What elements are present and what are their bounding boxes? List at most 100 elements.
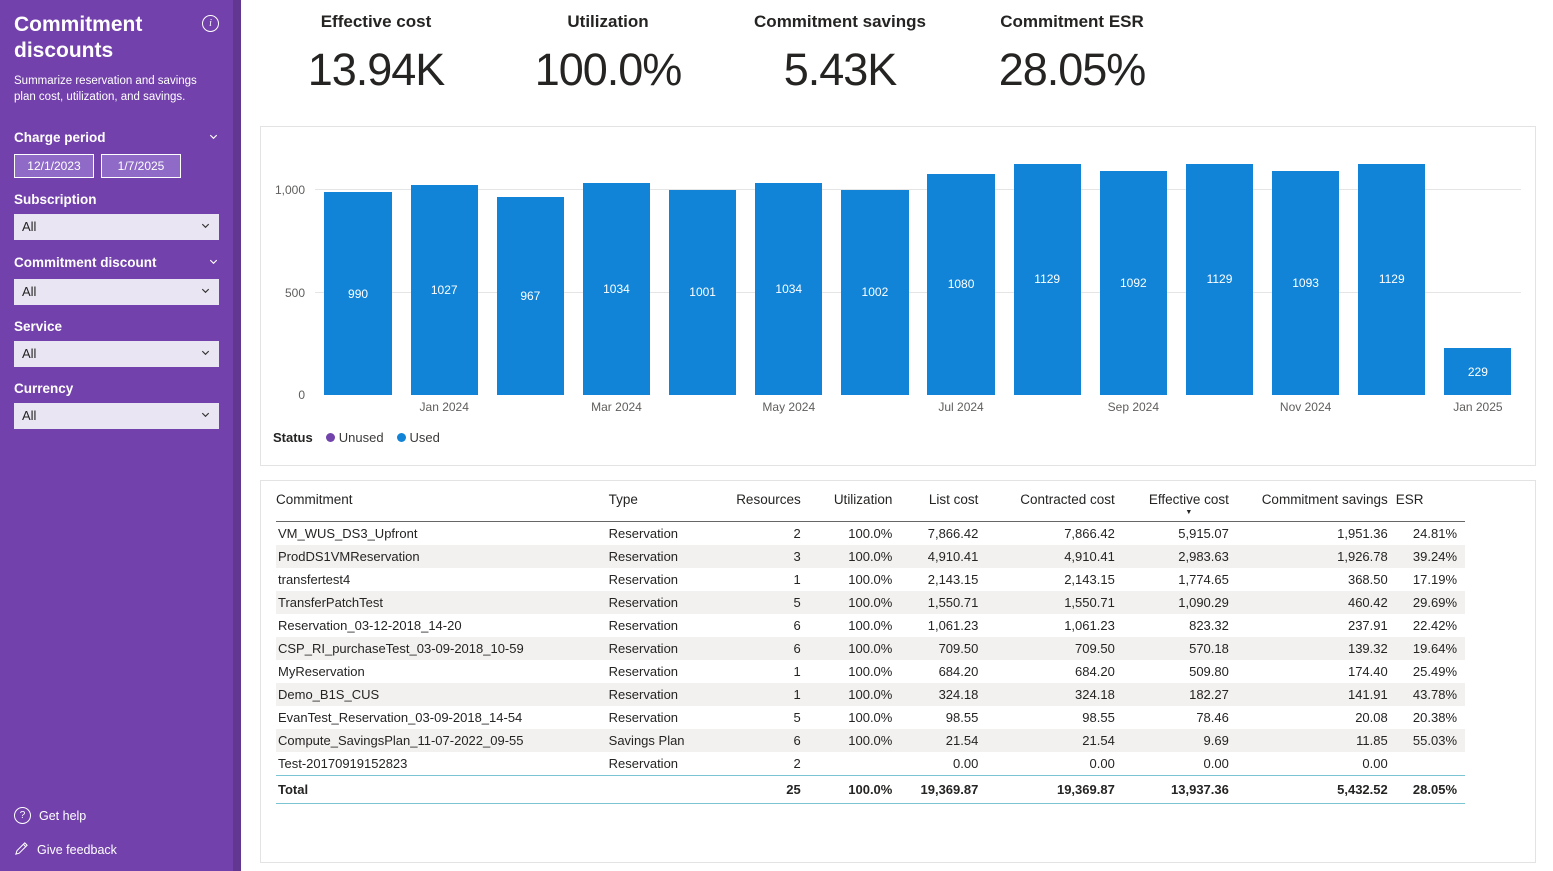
table-row[interactable]: VM_WUS_DS3_Upfront Reservation 2 100.0% 7,86… (276, 522, 1465, 546)
table-row[interactable]: transfertest4 Reservation 1 100.0% 2,143.15 2… (276, 568, 1465, 591)
cell-contracted-cost: 2,143.15 (1064, 572, 1115, 587)
collapse-chevron-icon[interactable] (208, 129, 219, 147)
column-header-commitment[interactable]: Commitment (276, 485, 609, 522)
cell-effective-cost: 182.27 (1189, 687, 1229, 702)
column-header-effective-cost[interactable]: Effective cost ▼ (1122, 485, 1237, 522)
cell-commitment-savings: 11.85 (1356, 733, 1388, 748)
bar-dec-2024[interactable]: 1129 (1358, 163, 1426, 395)
bar-jan-2024[interactable]: 1027 (410, 184, 478, 395)
cell-commitment: Demo_B1S_CUS (278, 687, 380, 702)
bar-slot: 1027 (401, 143, 487, 395)
cell-esr: 25.49% (1412, 664, 1457, 679)
kpi-label: Utilization (567, 12, 649, 31)
bar-jul-2024[interactable]: 1080 (927, 173, 995, 395)
table-row[interactable]: Demo_B1S_CUS Reservation 1 100.0% 324.18 324.… (276, 683, 1465, 706)
cell-utilization: 100.0% (848, 549, 893, 564)
x-axis-label: Nov 2024 (1279, 400, 1332, 414)
column-header-commitment-savings[interactable]: Commitment savings (1236, 485, 1396, 522)
column-header-utilization[interactable]: Utilization (808, 485, 901, 522)
column-header-list-cost[interactable]: List cost (900, 485, 987, 522)
table-row[interactable]: TransferPatchTest Reservation 5 100.0% 1,550… (276, 591, 1465, 614)
commitment-discount-dropdown[interactable]: All (14, 278, 219, 305)
cell-list-cost: 7,866.42 (927, 526, 979, 541)
cell-list-cost: 1,550.71 (927, 595, 979, 610)
bar-series: 990 1027 967 1034 1001 1034 1002 1080 (315, 143, 1521, 395)
bar-aug-2024[interactable]: 1129 (1013, 163, 1081, 395)
table-row[interactable]: EvanTest_Reservation_03-09-2018_14-54 Res… (276, 706, 1465, 729)
sidebar-scrollbar[interactable] (233, 0, 241, 871)
x-axis-label (487, 400, 573, 418)
subscription-dropdown[interactable]: All (14, 213, 219, 240)
cell-type: Reservation (608, 641, 679, 656)
cell-type: Reservation (608, 572, 679, 587)
bar-mar-2024[interactable]: 1034 (582, 183, 651, 395)
bar-slot: 1034 (573, 143, 659, 395)
bar-value-label: 967 (520, 288, 541, 303)
table-row[interactable]: ProdDS1VMReservation Reservation 3 100.0% 4,… (276, 545, 1465, 568)
cell-list-cost: 98.55 (945, 710, 979, 725)
cell-effective-cost: 823.32 (1189, 618, 1229, 633)
legend-dot-icon (396, 433, 406, 442)
column-header-contracted-cost[interactable]: Contracted cost (986, 485, 1123, 522)
bar-oct-2024[interactable]: 1129 (1185, 163, 1254, 395)
kpi-label: Commitment ESR (1000, 12, 1144, 31)
cell-type: Reservation (608, 526, 679, 541)
column-header-esr[interactable]: ESR (1395, 485, 1465, 522)
filter-label-commitment-discount: Commitment discount (14, 255, 157, 271)
get-help-label: Get help (39, 808, 87, 823)
table-row[interactable]: Test-20170919152823 Reservation 2 0.00 0.00 0… (276, 752, 1465, 776)
cell-commitment: EvanTest_Reservation_03-09-2018_14-54 (278, 710, 523, 725)
chevron-down-icon (200, 219, 211, 234)
legend-item-used[interactable]: Used (396, 430, 440, 445)
bar-value-label: 1027 (430, 282, 458, 297)
bar-slot: 1129 (1349, 143, 1435, 395)
bar-jan-2025[interactable]: 229 (1444, 348, 1512, 395)
cell-resources: 6 (793, 618, 801, 633)
get-help-link[interactable]: ? Get help (14, 807, 117, 824)
table-row[interactable]: MyReservation Reservation 1 100.0% 684.20 684… (276, 660, 1465, 683)
x-axis-label (660, 400, 746, 418)
bar-slot: 1093 (1263, 143, 1349, 395)
bar-value-label: 1080 (947, 277, 975, 292)
give-feedback-link[interactable]: Give feedback (14, 841, 117, 859)
filter-commitment-discount: Commitment discount All (14, 254, 219, 305)
bar-sep-2024[interactable]: 1092 (1099, 171, 1167, 395)
report-canvas: Effective cost 13.94K Utilization 100.0%… (241, 0, 1553, 871)
cell-effective-cost: 2,983.63 (1178, 549, 1229, 564)
bar-slot: 229 (1435, 143, 1521, 395)
chevron-down-icon (200, 408, 211, 423)
bar-nov-2024[interactable]: 1093 (1272, 171, 1340, 395)
bar-apr-2024[interactable]: 1001 (669, 189, 737, 395)
cell-utilization: 100.0% (848, 733, 893, 748)
dropdown-value: All (22, 219, 37, 235)
service-dropdown[interactable]: All (14, 340, 219, 367)
table-row[interactable]: Reservation_03-12-2018_14-20 Reservation 6… (276, 614, 1465, 637)
collapse-chevron-icon[interactable] (208, 254, 219, 272)
currency-dropdown[interactable]: All (14, 402, 219, 429)
cell-commitment-savings: 20.08 (1355, 710, 1388, 725)
bar-feb-2024[interactable]: 967 (496, 196, 564, 395)
table-row[interactable]: Compute_SavingsPlan_11-07-2022_09-55 Savi… (276, 729, 1465, 752)
table-row[interactable]: CSP_RI_purchaseTest_03-09-2018_10-59 Rese… (276, 637, 1465, 660)
bar-jun-2024[interactable]: 1002 (841, 189, 909, 395)
cell-contracted-cost: 684.20 (1075, 664, 1115, 679)
page-subtitle: Summarize reservation and savings plan c… (14, 74, 197, 103)
cell-list-cost: 684.20 (938, 664, 979, 679)
cell-commitment-savings: 141.91 (1347, 687, 1388, 702)
legend-item-unused[interactable]: Unused (325, 430, 384, 445)
charge-period-start-input[interactable]: 12/1/2023 (14, 153, 94, 178)
bar-value-label: 229 (1467, 364, 1488, 379)
info-icon[interactable]: i (202, 15, 219, 32)
column-header-type[interactable]: Type (608, 485, 718, 522)
cell-type: Reservation (608, 549, 679, 564)
column-header-resources[interactable]: Resources (717, 485, 809, 522)
filter-label-charge-period: Charge period (14, 130, 106, 146)
bar-may-2024[interactable]: 1034 (755, 183, 823, 395)
bar-dec-2023[interactable]: 990 (324, 192, 392, 395)
cell-type: Reservation (608, 595, 679, 610)
cell-effective-cost: 0.00 (1203, 756, 1229, 771)
cell-commitment: Test-20170919152823 (278, 756, 408, 771)
cell-resources: 5 (793, 595, 801, 610)
charge-period-end-input[interactable]: 1/7/2025 (101, 153, 181, 178)
total-utilization: 100.0% (808, 775, 901, 804)
